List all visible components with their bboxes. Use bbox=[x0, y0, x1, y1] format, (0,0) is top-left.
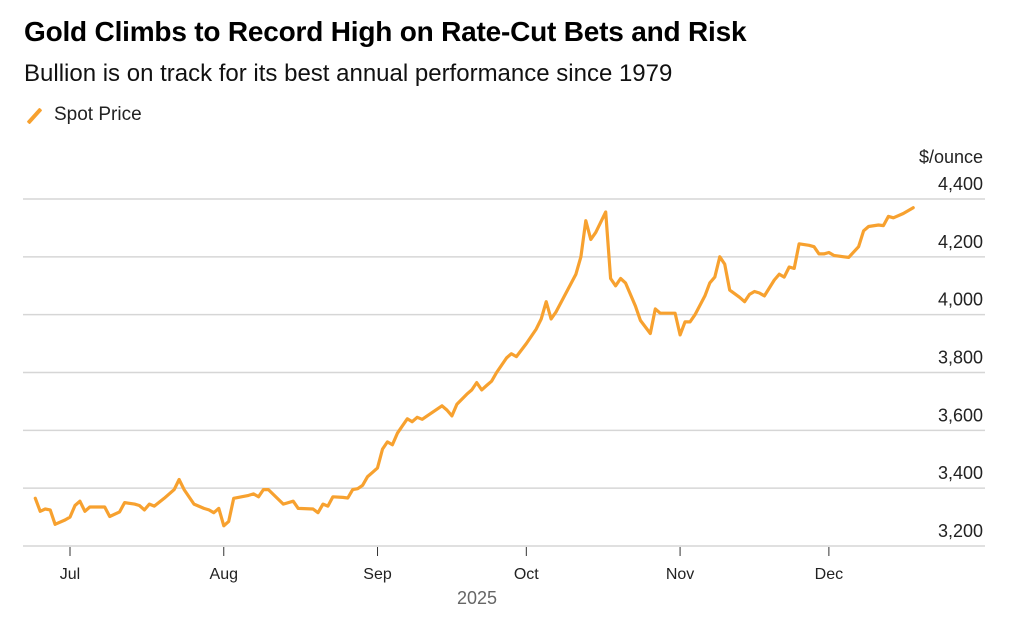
y-tick-label: 3,800 bbox=[938, 348, 983, 368]
legend-label-spot-price: Spot Price bbox=[54, 104, 142, 125]
y-axis-unit-label: $/ounce bbox=[919, 147, 983, 167]
y-tick-label: 3,400 bbox=[938, 463, 983, 483]
chart-title: Gold Climbs to Record High on Rate-Cut B… bbox=[24, 16, 747, 47]
legend: Spot Price bbox=[24, 104, 142, 126]
series-line-spot-price bbox=[33, 206, 915, 528]
gridlines bbox=[23, 198, 985, 547]
y-axis: 3,200 3,400 3,600 3,800 4,000 4,200 4,400 $/oun… bbox=[919, 147, 983, 541]
y-tick-label: 4,400 bbox=[938, 174, 983, 194]
x-tick-label: Dec bbox=[815, 566, 843, 583]
chart-subtitle: Bullion is on track for its best annual … bbox=[24, 60, 673, 87]
y-tick-label: 3,200 bbox=[938, 521, 983, 541]
x-axis-year-label: 2025 bbox=[457, 588, 497, 608]
y-tick-label: 4,200 bbox=[938, 232, 983, 252]
x-tick-label: Sep bbox=[363, 566, 392, 583]
x-tick-label: Oct bbox=[514, 566, 539, 583]
x-axis: Jul Aug Sep Oct Nov Dec 2025 bbox=[60, 547, 843, 608]
x-tick-label: Aug bbox=[210, 566, 238, 583]
y-tick-label: 3,600 bbox=[938, 405, 983, 425]
y-tick-label: 4,000 bbox=[938, 290, 983, 310]
series-layer bbox=[33, 206, 915, 528]
x-tick-label: Jul bbox=[60, 566, 80, 583]
x-tick-label: Nov bbox=[666, 566, 694, 583]
